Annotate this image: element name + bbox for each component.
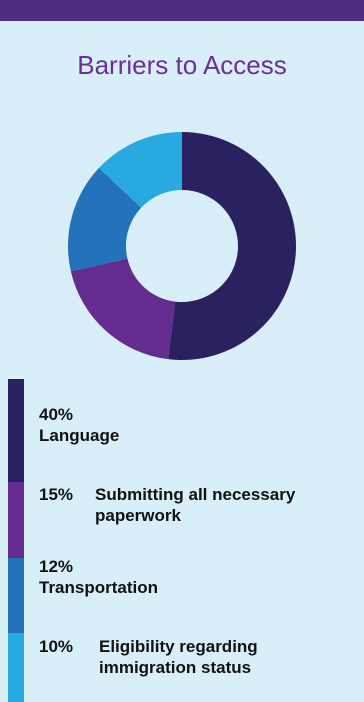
legend-swatch-eligibility [8,633,24,702]
donut-slice-submitting [70,258,176,360]
legend-item-transportation: 12% Transportation [39,556,364,598]
legend-percent: 10% [39,637,74,656]
donut-slice-eligibility [98,132,182,208]
legend-percent: 12% [39,557,74,576]
legend-item-paperwork: 15% Submitting all necessary paperwork [39,484,315,526]
legend-label: Submitting all necessary paperwork [95,485,296,525]
legend-swatch-transportation [8,558,24,633]
top-bar [0,0,364,21]
legend-label: Language [39,426,120,445]
donut-slice-transportation [68,167,142,272]
legend-percent: 15% [39,485,74,504]
legend-label: Transportation [39,578,159,597]
legend-item-language: 40% Language [39,404,364,446]
legend-percent: 40% [39,405,74,424]
legend-label: Eligibility regarding immigration status [99,637,258,677]
legend-swatch-language [8,379,24,482]
chart-title: Barriers to Access [77,50,287,80]
legend-item-eligibility: 10% Eligibility regarding immigration sta… [39,636,299,678]
legend-swatch-paperwork [8,482,24,558]
donut-chart [68,132,296,360]
donut-slice-language [168,132,296,360]
